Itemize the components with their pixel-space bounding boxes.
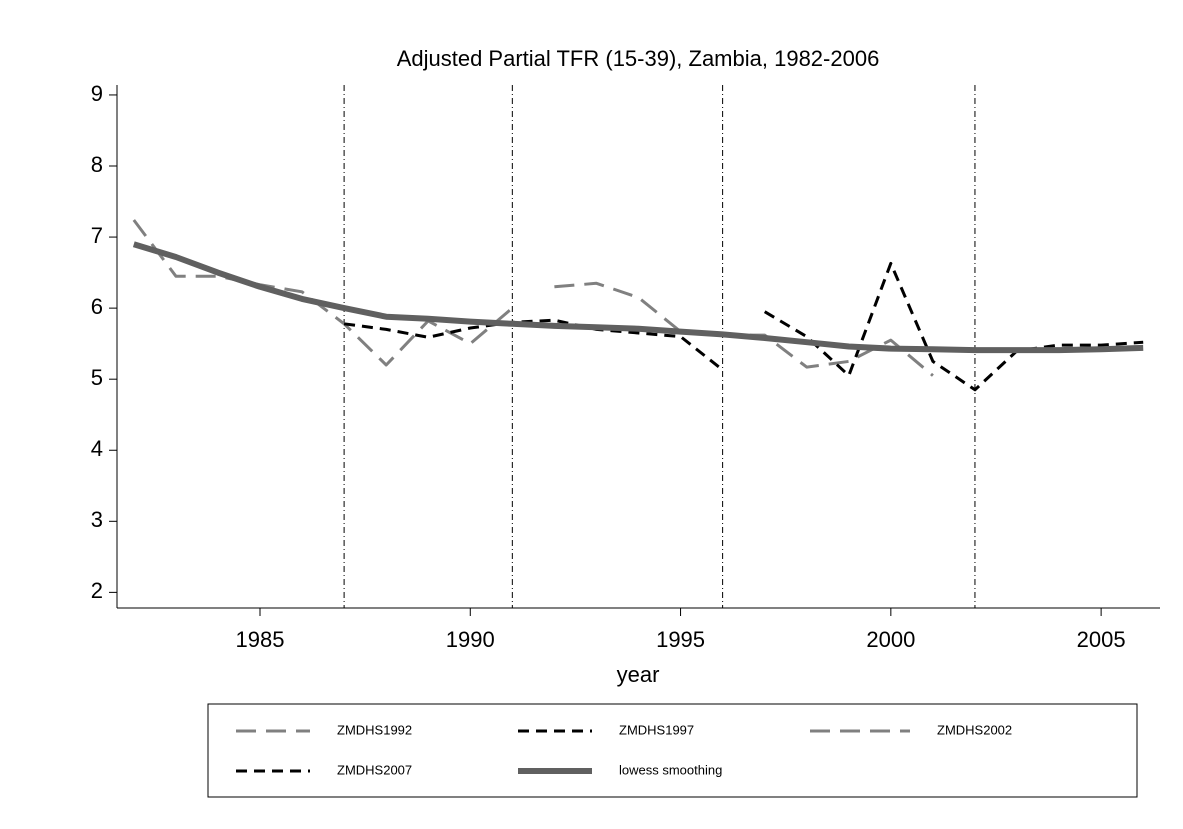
legend-label: ZMDHS2007 (337, 762, 412, 777)
chart-title: Adjusted Partial TFR (15-39), Zambia, 19… (397, 46, 880, 71)
y-tick-label: 7 (91, 223, 103, 248)
legend-box (207, 703, 1138, 798)
series-line (132, 219, 514, 367)
y-tick-label: 8 (91, 152, 103, 177)
series-line (343, 318, 724, 372)
y-tick-label: 3 (91, 507, 103, 532)
series-line (132, 241, 1144, 354)
legend-label: ZMDHS1997 (619, 722, 694, 737)
y-tick-label: 4 (91, 436, 103, 461)
legend-label: lowess smoothing (619, 762, 722, 777)
y-tick-label: 9 (91, 81, 103, 106)
x-tick-label: 2005 (1077, 627, 1126, 652)
x-tick-label: 1985 (236, 627, 285, 652)
x-tick-label: 1990 (446, 627, 495, 652)
x-tick-label: 2000 (866, 627, 915, 652)
legend-label: ZMDHS1992 (337, 722, 412, 737)
x-tick-label: 1995 (656, 627, 705, 652)
legend-label: ZMDHS2002 (937, 722, 1012, 737)
x-axis-label: year (617, 662, 660, 687)
series-line (763, 261, 1144, 392)
y-tick-label: 6 (91, 294, 103, 319)
y-tick-label: 2 (91, 578, 103, 603)
y-tick-label: 5 (91, 365, 103, 390)
series-line (554, 281, 934, 377)
